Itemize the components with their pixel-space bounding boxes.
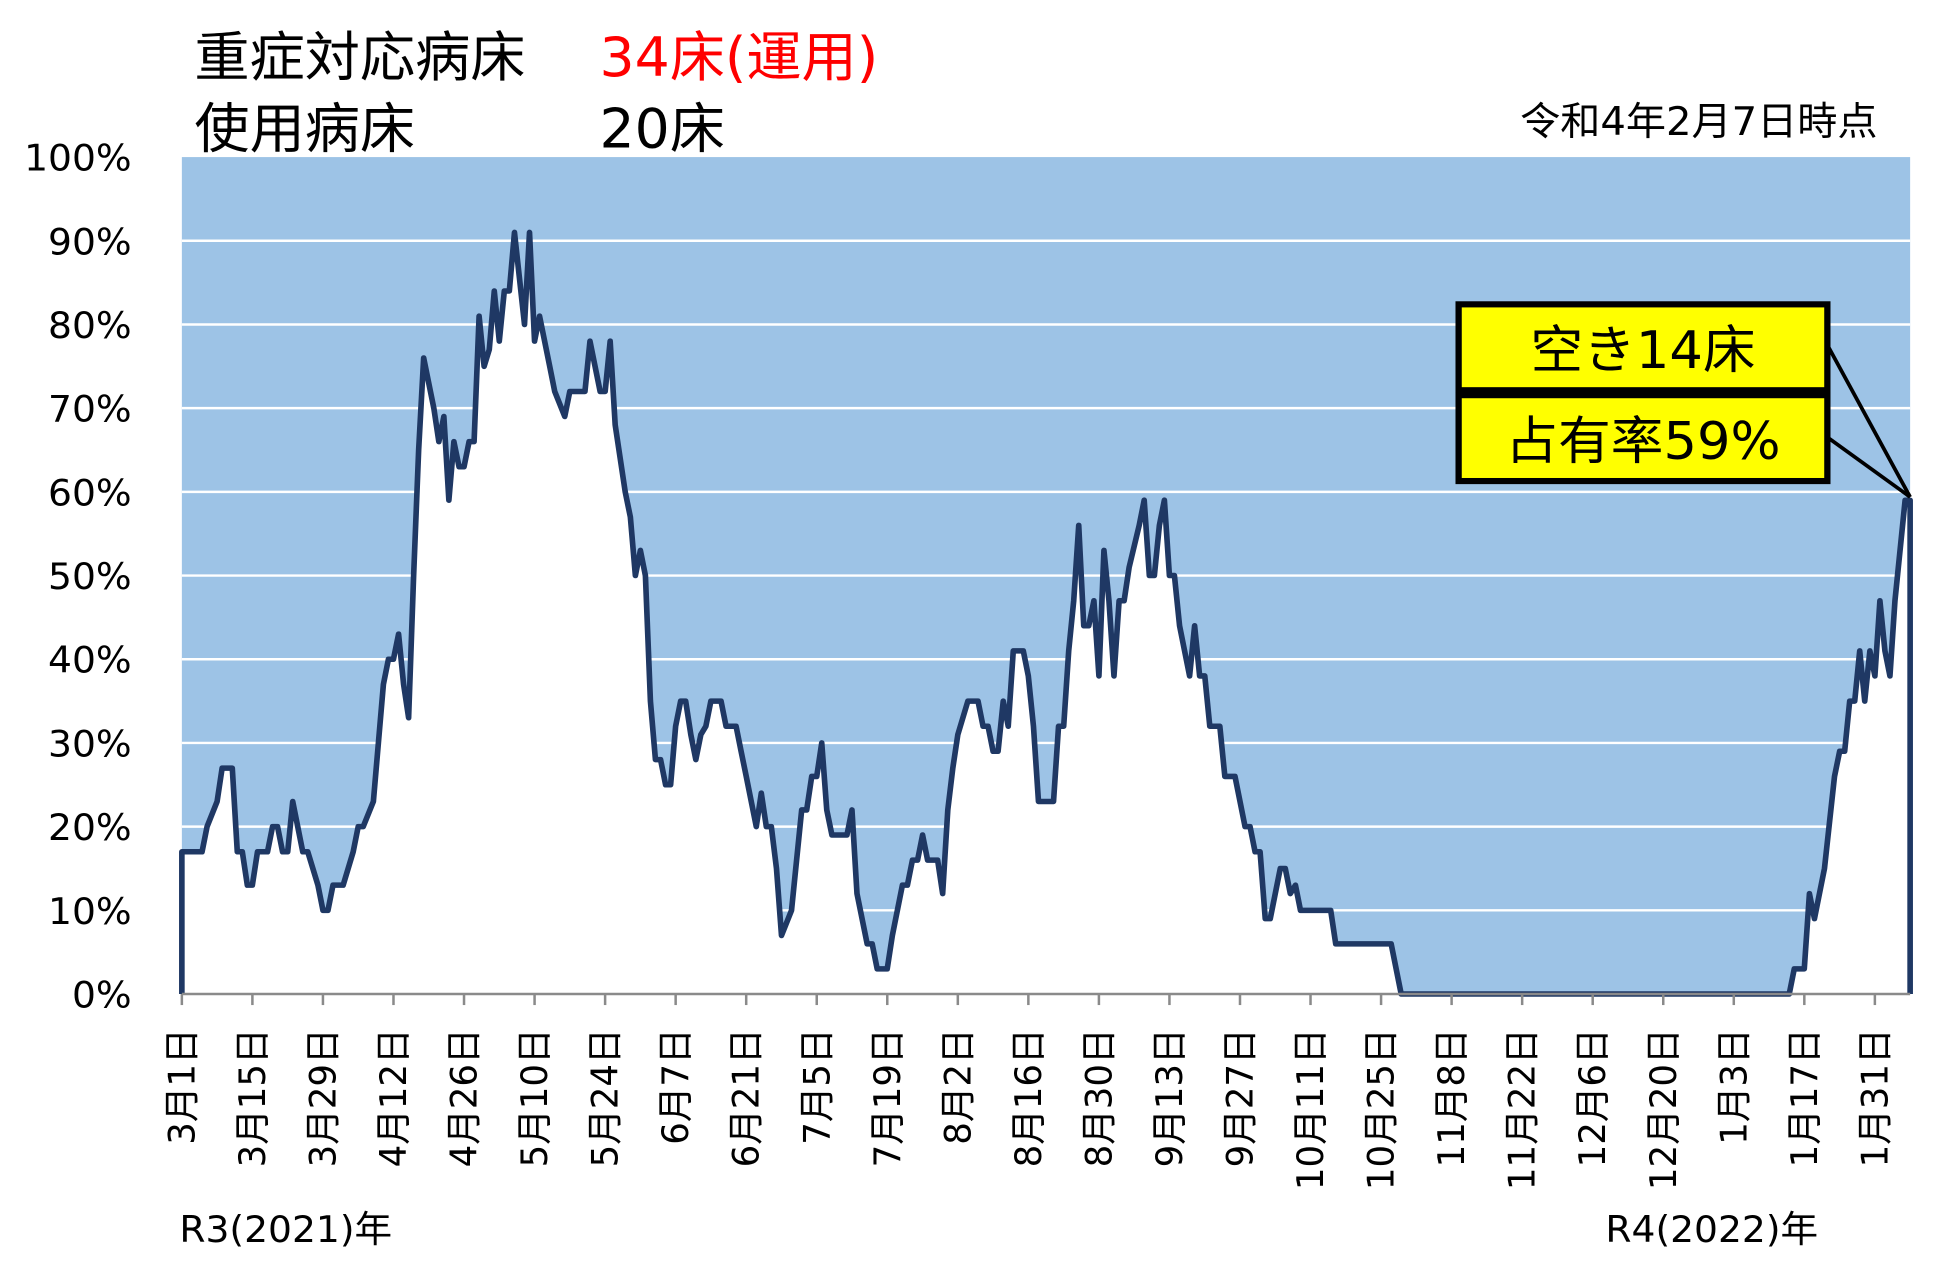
vacant-callout-text: 空き14床 xyxy=(1530,322,1755,381)
y-tick-label: 20% xyxy=(48,806,132,850)
x-tick-label: 12月20日 xyxy=(1643,1028,1684,1190)
x-tick-label: 1月31日 xyxy=(1855,1028,1896,1167)
x-tick-label: 4月12日 xyxy=(374,1028,415,1167)
x-tick-label: 5月10日 xyxy=(515,1028,556,1167)
y-tick-label: 80% xyxy=(48,303,132,347)
x-tick-label: 1月3日 xyxy=(1714,1028,1755,1144)
y-tick-label: 10% xyxy=(48,889,132,933)
as-of-date: 令和4年2月7日時点 xyxy=(1520,99,1877,144)
x-tick-label: 5月24日 xyxy=(585,1028,626,1167)
y-tick-label: 70% xyxy=(48,387,132,431)
y-tick-label: 50% xyxy=(48,554,132,598)
x-axis-labels: 3月1日 3月15日 3月29日 4月12日 4月26日 5月10日 5月24日 6月7日 6月… xyxy=(162,994,1897,1190)
occupancy-callout-text: 占有率59% xyxy=(1505,412,1780,471)
x-tick-label: 9月13日 xyxy=(1150,1028,1191,1167)
end-year-label: R4(2022)年 xyxy=(1605,1207,1818,1251)
x-tick-label: 8月2日 xyxy=(938,1028,979,1144)
x-tick-label: 6月21日 xyxy=(726,1028,767,1167)
y-tick-label: 60% xyxy=(48,471,132,515)
used-label: 使用病床 xyxy=(194,97,415,160)
x-tick-label: 8月30日 xyxy=(1079,1028,1120,1167)
x-tick-label: 9月27日 xyxy=(1220,1028,1261,1167)
x-tick-label: 10月11日 xyxy=(1291,1028,1332,1190)
x-tick-label: 3月1日 xyxy=(162,1028,203,1144)
y-tick-label: 100% xyxy=(24,136,132,180)
vacant-callout-box xyxy=(1455,301,1831,394)
beds-value: 34床(運用) xyxy=(600,26,879,89)
x-tick-label: 3月29日 xyxy=(303,1028,344,1167)
occupancy-line xyxy=(179,229,1913,997)
callout-leader-1 xyxy=(1826,346,1912,498)
x-tick-label: 4月26日 xyxy=(444,1028,485,1167)
y-tick-label: 30% xyxy=(48,722,132,766)
y-tick-label: 90% xyxy=(48,220,132,264)
callout-leader-2 xyxy=(1827,436,1912,499)
occupancy-callout-box xyxy=(1455,392,1831,485)
x-tick-label: 10月25日 xyxy=(1361,1028,1402,1190)
used-value: 20床 xyxy=(600,97,725,160)
x-tick-label: 11月22日 xyxy=(1502,1028,1543,1190)
x-tick-label: 6月7日 xyxy=(656,1028,697,1144)
y-tick-label: 0% xyxy=(72,973,132,1017)
x-tick-label: 1月17日 xyxy=(1785,1028,1826,1167)
x-tick-label: 12月6日 xyxy=(1573,1028,1614,1167)
beds-label: 重症対応病床 xyxy=(194,26,525,89)
x-tick-label: 3月15日 xyxy=(233,1028,274,1167)
start-year-label: R3(2021)年 xyxy=(179,1207,392,1251)
y-axis-labels: 0% 10% 20% 30% 40% 50% 60% 70% 80% 90% 100% xyxy=(24,136,132,1016)
x-tick-label: 7月19日 xyxy=(867,1028,908,1167)
x-tick-label: 7月5日 xyxy=(797,1028,838,1144)
y-tick-label: 40% xyxy=(48,638,132,682)
x-tick-label: 11月8日 xyxy=(1432,1028,1473,1167)
x-tick-label: 8月16日 xyxy=(1009,1028,1050,1167)
